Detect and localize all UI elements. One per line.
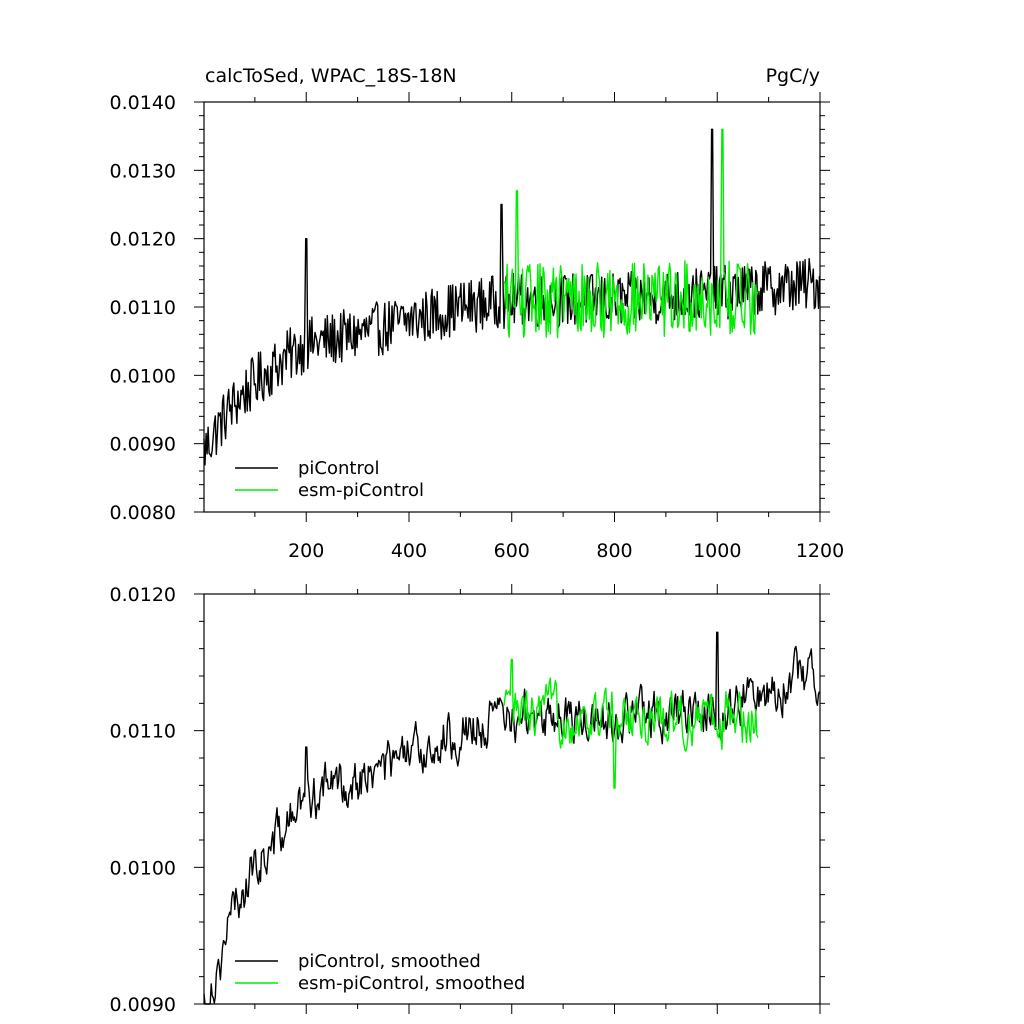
y-tick-label: 0.0090	[110, 434, 176, 456]
legend-label-esm-picontrol: esm-piControl	[298, 480, 424, 501]
y-tick-label: 0.0110	[110, 297, 176, 319]
series-line-esm-picontrol-smoothed	[503, 658, 759, 789]
x-tick-label: 1000	[693, 540, 741, 562]
series-line-esm-picontrol	[503, 128, 759, 339]
bottom-panel-legend: piControl, smoothed esm-piControl, smoot…	[235, 951, 525, 994]
bottom-panel-series	[203, 631, 821, 1005]
legend-label-esm-picontrol-smoothed: esm-piControl, smoothed	[298, 973, 525, 994]
legend-label-picontrol: piControl	[298, 458, 380, 479]
y-tick-label: 0.0080	[110, 502, 176, 524]
top-panel-series	[203, 128, 821, 466]
top-panel-units: PgC/y	[766, 65, 820, 87]
y-tick-label: 0.0110	[110, 721, 176, 743]
series-line-picontrol	[203, 128, 821, 466]
y-tick-label: 0.0090	[110, 994, 176, 1016]
y-tick-label: 0.0100	[110, 365, 176, 387]
bottom-panel: 0.0090 0.0100 0.0110 0.0120 piControl, smoo…	[110, 584, 830, 1016]
x-tick-label: 1200	[796, 540, 844, 562]
top-panel-axes: 0.0080 0.0090 0.0100 0.0110 0.0120 0.0130 0.01…	[110, 92, 844, 562]
y-tick-label: 0.0130	[110, 160, 176, 182]
y-tick-label: 0.0100	[110, 857, 176, 879]
x-tick-label: 800	[596, 540, 632, 562]
top-panel: calcToSed, WPAC_18S-18N PgC/y 0.00800.00…	[110, 65, 845, 562]
y-tick-label: 0.0140	[110, 92, 176, 114]
series-line-picontrol-smoothed	[203, 631, 821, 1005]
y-tick-label: 0.0120	[110, 229, 176, 251]
top-panel-title: calcToSed, WPAC_18S-18N	[205, 65, 457, 87]
top-panel-legend: piControl esm-piControl	[235, 458, 424, 501]
x-tick-label: 400	[391, 540, 427, 562]
legend-label-picontrol-smoothed: piControl, smoothed	[298, 951, 481, 972]
y-tick-label: 0.0120	[110, 584, 176, 606]
x-tick-label: 200	[288, 540, 324, 562]
bottom-panel-axes: 0.0090 0.0100 0.0110 0.0120	[110, 584, 830, 1016]
plot-frame	[203, 593, 821, 1005]
x-tick-label: 600	[494, 540, 530, 562]
